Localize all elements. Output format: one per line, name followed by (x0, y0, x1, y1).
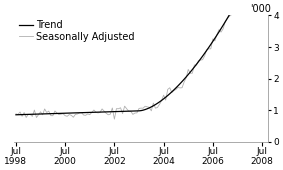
Text: '000: '000 (250, 4, 271, 14)
Legend: Trend, Seasonally Adjusted: Trend, Seasonally Adjusted (19, 20, 135, 42)
